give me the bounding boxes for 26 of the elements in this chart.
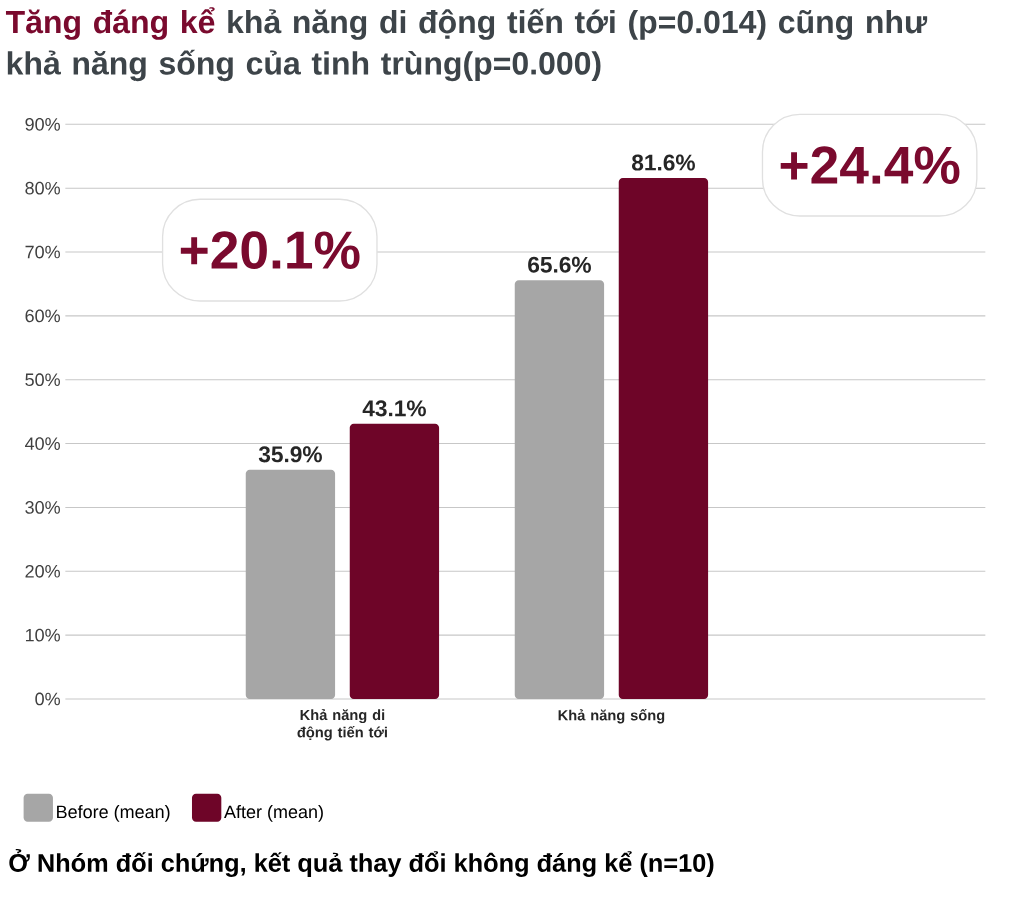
legend-label: Before (mean) xyxy=(57,805,170,822)
y-tick-label: 30% xyxy=(25,501,60,514)
text: Ở Nhóm đối chứng, kết quả thay đổi không đáng kể (n=10) xyxy=(9,848,714,878)
bar xyxy=(245,469,336,699)
legend-label: After (mean) xyxy=(224,805,323,822)
x-tick-label: Khả năng sống xyxy=(558,709,665,724)
y-tick-label: 40% xyxy=(25,437,60,450)
bar xyxy=(514,280,605,699)
text: +24.4% xyxy=(780,146,960,185)
data-label: 43.1% xyxy=(362,400,426,417)
data-label: 35.9% xyxy=(258,446,322,463)
y-tick-label: 50% xyxy=(25,373,60,387)
y-tick-label: 0% xyxy=(35,692,60,706)
x-tick-label: Khả năng di động tiến tới xyxy=(297,709,387,741)
annotation: +20.1% xyxy=(180,231,360,269)
bar xyxy=(349,423,440,699)
data-label: 65.6% xyxy=(528,256,591,273)
y-tick-label: 10% xyxy=(25,628,60,642)
y-tick-label: 60% xyxy=(25,309,60,323)
chart-title: Tăng đáng kể khả năng di động tiến tới (p=0.014) cũng như khả năng sống của tinh trùng(p=0.000) xyxy=(5,7,928,82)
y-tick-label: 20% xyxy=(25,564,60,578)
data-label: 81.6% xyxy=(632,154,695,171)
y-tick-label: 70% xyxy=(25,245,60,259)
y-tick-label: 90% xyxy=(25,117,60,131)
bar xyxy=(618,177,709,699)
y-tick-label: 80% xyxy=(25,181,60,195)
